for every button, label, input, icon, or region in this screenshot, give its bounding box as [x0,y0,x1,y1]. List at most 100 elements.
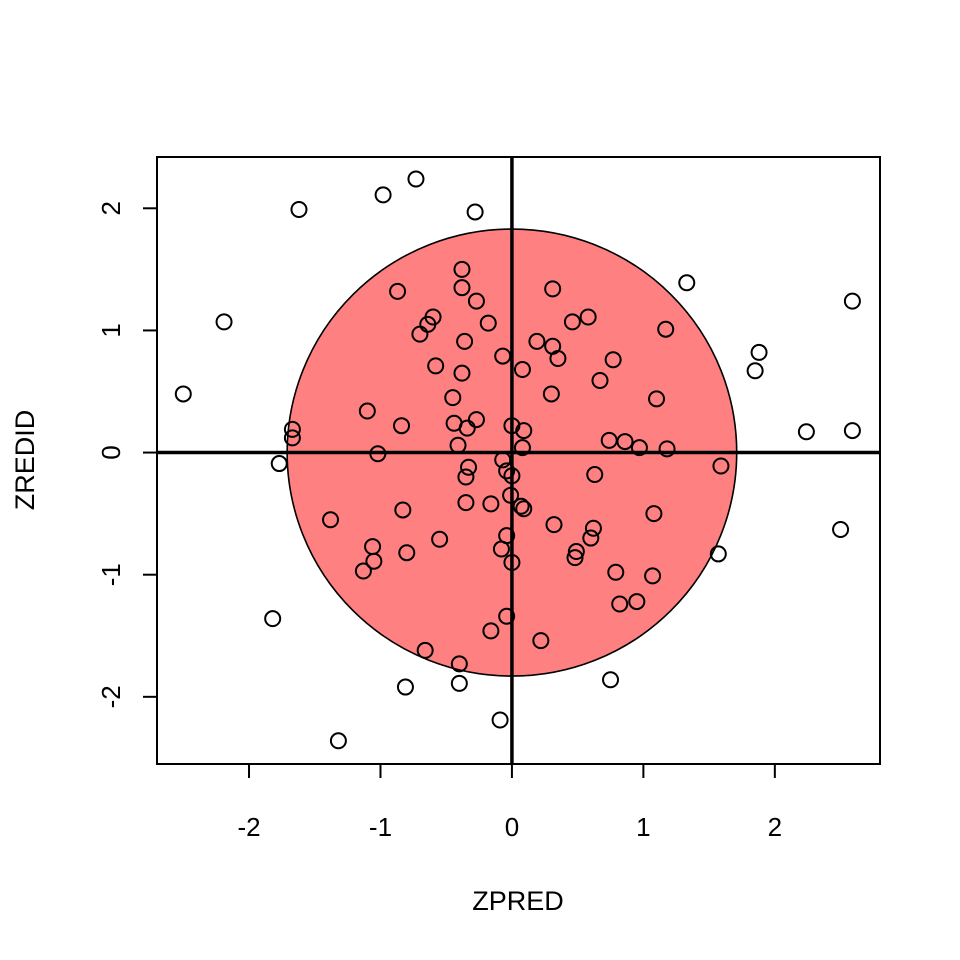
data-point [712,457,730,475]
data-point [658,440,676,458]
data-point [174,385,192,403]
data-point [264,610,282,628]
data-point [398,544,416,562]
data-point [628,593,646,611]
data-point [369,445,387,463]
data-point [457,468,475,486]
data-point [611,595,629,613]
data-point [532,632,550,650]
data-point [657,320,675,338]
x-axis-label: ZPRED [472,886,564,916]
data-point [513,439,531,457]
data-point [607,563,625,581]
data-point [374,186,392,204]
data-point [427,357,445,375]
data-point [498,607,516,625]
data-point [515,422,533,440]
data-point [444,389,462,407]
data-point [750,343,768,361]
data-point [582,529,600,547]
data-point [449,436,467,454]
data-point [458,419,476,437]
data-point [604,351,622,369]
data-point [678,274,696,292]
data-point [450,655,468,673]
data-point [494,347,512,365]
x-tick-label: -2 [237,812,260,842]
data-point [503,467,521,485]
data-point [467,292,485,310]
y-tick-label: -2 [96,685,126,708]
data-point [709,545,727,563]
data-point [498,462,516,480]
x-tick-label: 1 [636,812,650,842]
y-tick-label: 2 [96,201,126,215]
data-point [460,458,478,476]
y-tick-label: -1 [96,563,126,586]
data-point [528,332,546,350]
x-tick-label: 2 [768,812,782,842]
data-point [290,201,308,219]
data-point [513,361,531,379]
data-point [584,519,602,537]
data-point [479,314,497,332]
data-point [358,402,376,420]
data-point [579,308,597,326]
data-point [648,390,666,408]
y-tick-label: 1 [96,323,126,337]
data-point [456,332,474,350]
data-point [502,486,520,504]
y-tick-label: 0 [96,445,126,459]
data-point [512,497,530,515]
data-point [431,530,449,548]
data-point [832,521,850,539]
data-point [215,313,233,331]
y-axis: -2 -1 0 1 2 [96,201,158,708]
data-point [467,411,485,429]
data-point [494,451,512,469]
x-tick-label: 0 [505,812,519,842]
data-point [797,423,815,441]
data-point [270,455,288,473]
data-point [549,350,567,368]
data-point [283,420,301,438]
data-point [515,500,533,518]
data-point [586,466,604,484]
data-point [616,433,634,451]
data-point [563,313,581,331]
reference-lines [157,157,880,764]
data-point [322,511,340,529]
data-point [283,429,301,447]
data-point [645,505,663,523]
data-point [542,385,560,403]
data-point [457,494,475,512]
data-point [453,279,471,297]
data-point [354,562,372,580]
data-point [566,549,584,567]
data-point [544,280,562,298]
data-point [591,372,609,390]
data-point [602,671,620,689]
data-point [746,362,764,380]
data-point [453,260,471,278]
data-point [503,553,521,571]
data-point [329,732,347,750]
x-axis: -2 -1 0 1 2 [237,763,782,842]
points-layer [174,170,861,750]
data-point [393,417,411,435]
data-point [482,495,500,513]
data-point [450,674,468,692]
data-point [365,552,383,570]
data-point [644,567,662,585]
data-point [466,203,484,221]
data-point [389,282,407,300]
data-point [394,501,412,519]
data-point [843,292,861,310]
data-point [453,364,471,382]
data-point [411,325,429,343]
data-point [630,439,648,457]
data-point [396,678,414,696]
data-point [492,540,510,558]
data-point [843,422,861,440]
